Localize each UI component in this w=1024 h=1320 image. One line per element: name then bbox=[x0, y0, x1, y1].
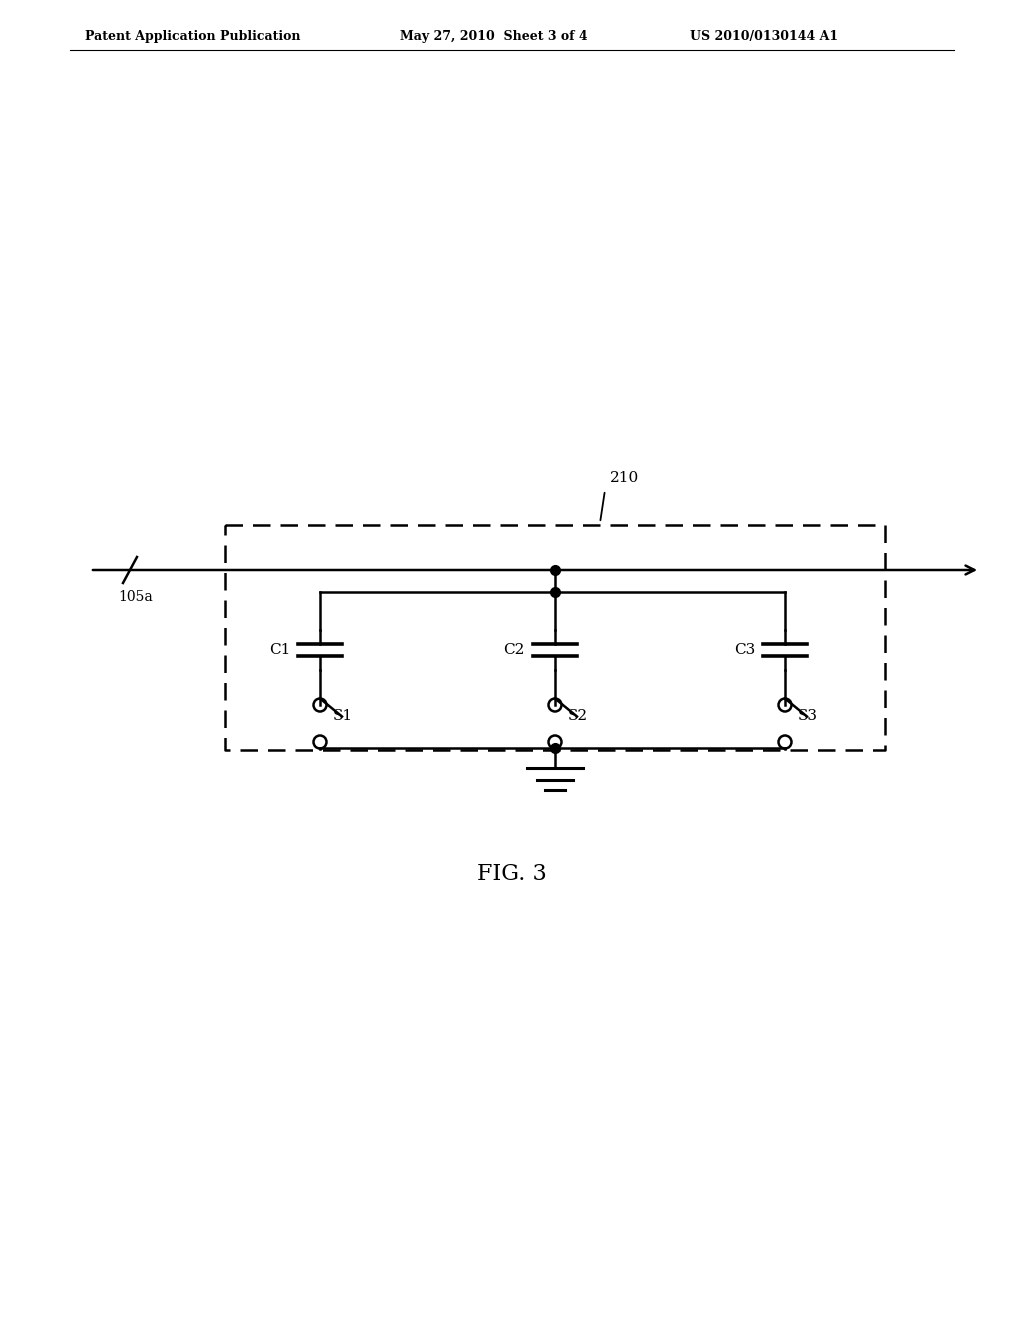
Text: 105a: 105a bbox=[118, 590, 153, 605]
Text: US 2010/0130144 A1: US 2010/0130144 A1 bbox=[690, 30, 838, 44]
Text: S2: S2 bbox=[567, 709, 588, 722]
Text: S3: S3 bbox=[798, 709, 817, 722]
Text: C1: C1 bbox=[268, 643, 290, 657]
Text: May 27, 2010  Sheet 3 of 4: May 27, 2010 Sheet 3 of 4 bbox=[400, 30, 588, 44]
Text: 210: 210 bbox=[610, 471, 639, 484]
Text: Patent Application Publication: Patent Application Publication bbox=[85, 30, 300, 44]
Text: FIG. 3: FIG. 3 bbox=[477, 863, 547, 884]
Text: C3: C3 bbox=[734, 643, 755, 657]
Text: S1: S1 bbox=[333, 709, 352, 722]
Text: C2: C2 bbox=[504, 643, 525, 657]
